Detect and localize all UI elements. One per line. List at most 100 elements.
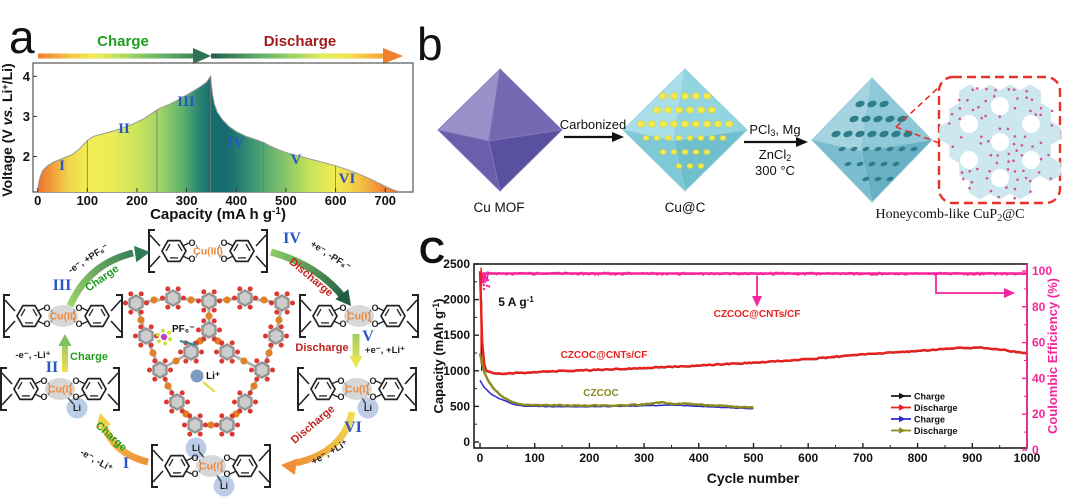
svg-text:III: III <box>177 94 195 110</box>
svg-text:Charge: Charge <box>914 415 945 425</box>
svg-text:Cycle number: Cycle number <box>707 470 800 486</box>
svg-text:Charge: Charge <box>93 420 129 454</box>
svg-text:Li: Li <box>73 403 81 413</box>
svg-text:O: O <box>369 392 376 402</box>
svg-text:0: 0 <box>463 435 470 449</box>
svg-text:600: 600 <box>325 193 347 208</box>
svg-text:Voltage (V vs. Li+/Li): Voltage (V vs. Li+/Li) <box>0 63 15 196</box>
svg-text:400: 400 <box>225 193 247 208</box>
svg-text:Discharge: Discharge <box>295 342 348 354</box>
svg-text:300 °C: 300 °C <box>755 163 795 178</box>
svg-text:5 A g-1: 5 A g-1 <box>498 295 534 309</box>
svg-text:CZCOC@CNTs/CF: CZCOC@CNTs/CF <box>714 309 801 320</box>
svg-text:80: 80 <box>1032 300 1046 314</box>
svg-text:Cu(I): Cu(I) <box>199 461 223 473</box>
svg-text:II: II <box>46 359 58 376</box>
svg-text:2500: 2500 <box>443 257 470 271</box>
svg-text:O: O <box>339 303 346 313</box>
svg-text:3: 3 <box>23 109 30 124</box>
svg-text:O: O <box>337 392 344 402</box>
svg-text:a: a <box>9 11 35 63</box>
svg-text:60: 60 <box>1032 336 1046 350</box>
svg-text:600: 600 <box>798 451 818 465</box>
svg-text:O: O <box>72 376 79 386</box>
svg-text:O: O <box>191 469 198 479</box>
svg-text:500: 500 <box>743 451 763 465</box>
svg-text:100: 100 <box>1032 264 1052 278</box>
svg-text:Charge: Charge <box>97 33 149 50</box>
svg-text:Coulombic Efficiency (%): Coulombic Efficiency (%) <box>1045 278 1060 434</box>
svg-text:O: O <box>223 469 230 479</box>
svg-text:0: 0 <box>477 451 484 465</box>
svg-text:O: O <box>369 376 376 386</box>
svg-text:Discharge: Discharge <box>914 403 958 413</box>
svg-text:Cu(II): Cu(II) <box>50 311 77 323</box>
svg-text:4: 4 <box>23 69 31 84</box>
svg-text:II: II <box>118 121 130 137</box>
svg-text:O: O <box>188 238 195 248</box>
svg-text:IV: IV <box>228 135 245 151</box>
svg-text:0: 0 <box>1032 443 1039 457</box>
svg-text:Cu(I): Cu(I) <box>347 311 371 323</box>
svg-text:Charge: Charge <box>70 351 108 363</box>
svg-text:500: 500 <box>275 193 297 208</box>
svg-text:C: C <box>419 230 445 271</box>
svg-text:ZnCl2: ZnCl2 <box>759 147 791 163</box>
svg-text:I: I <box>59 158 65 174</box>
svg-text:O: O <box>40 376 47 386</box>
svg-text:Li: Li <box>220 481 228 491</box>
svg-text:Capacity (mAh g-1): Capacity (mAh g-1) <box>431 299 446 414</box>
svg-text:Discharge: Discharge <box>914 426 958 436</box>
svg-text:O: O <box>75 303 82 313</box>
svg-text:PF₆⁻: PF₆⁻ <box>172 324 195 335</box>
svg-text:O: O <box>40 392 47 402</box>
svg-text:300: 300 <box>176 193 198 208</box>
svg-text:200: 200 <box>579 451 599 465</box>
svg-text:O: O <box>371 303 378 313</box>
svg-text:20: 20 <box>1032 407 1046 421</box>
svg-text:Discharge: Discharge <box>289 403 337 446</box>
svg-text:VI: VI <box>339 171 356 187</box>
svg-text:O: O <box>220 238 227 248</box>
svg-text:b: b <box>417 18 443 70</box>
svg-text:O: O <box>75 319 82 329</box>
svg-text:Cu(III): Cu(III) <box>193 246 223 258</box>
svg-text:IV: IV <box>283 230 301 247</box>
svg-text:1500: 1500 <box>443 328 470 342</box>
svg-text:Cu(I): Cu(I) <box>345 384 369 396</box>
svg-text:O: O <box>43 319 50 329</box>
svg-text:1000: 1000 <box>443 364 470 378</box>
svg-text:400: 400 <box>689 451 709 465</box>
svg-text:40: 40 <box>1032 371 1046 385</box>
svg-text:800: 800 <box>908 451 928 465</box>
svg-text:Cu MOF: Cu MOF <box>473 200 524 215</box>
svg-text:100: 100 <box>525 451 545 465</box>
svg-text:PCl3, Mg: PCl3, Mg <box>749 122 800 138</box>
svg-text:V: V <box>291 152 302 168</box>
svg-text:O: O <box>339 319 346 329</box>
svg-text:Honeycomb-like CuP2@C: Honeycomb-like CuP2@C <box>876 207 1025 224</box>
svg-text:CZCOC: CZCOC <box>583 388 619 399</box>
svg-text:Capacity (mA h g-1): Capacity (mA h g-1) <box>150 206 286 223</box>
svg-text:O: O <box>72 392 79 402</box>
svg-text:700: 700 <box>374 193 396 208</box>
svg-text:O: O <box>188 254 195 264</box>
svg-text:-e⁻, -Li⁺: -e⁻, -Li⁺ <box>78 447 114 474</box>
svg-text:-e⁻, -Li⁺: -e⁻, -Li⁺ <box>15 350 50 361</box>
svg-text:+e⁻, +Li⁺: +e⁻, +Li⁺ <box>365 345 405 356</box>
svg-text:2: 2 <box>23 149 30 164</box>
svg-text:Li: Li <box>364 403 372 413</box>
svg-text:1000: 1000 <box>1014 451 1041 465</box>
svg-text:200: 200 <box>126 193 148 208</box>
svg-text:O: O <box>337 376 344 386</box>
svg-text:700: 700 <box>853 451 873 465</box>
svg-text:300: 300 <box>634 451 654 465</box>
svg-text:V: V <box>362 328 374 345</box>
svg-text:500: 500 <box>450 399 470 413</box>
svg-text:Discharge: Discharge <box>264 33 337 50</box>
svg-text:0: 0 <box>34 193 41 208</box>
svg-text:100: 100 <box>76 193 98 208</box>
svg-text:VI: VI <box>344 419 362 436</box>
svg-text:Carbonized: Carbonized <box>560 117 627 132</box>
svg-text:Cu(I): Cu(I) <box>48 384 72 396</box>
